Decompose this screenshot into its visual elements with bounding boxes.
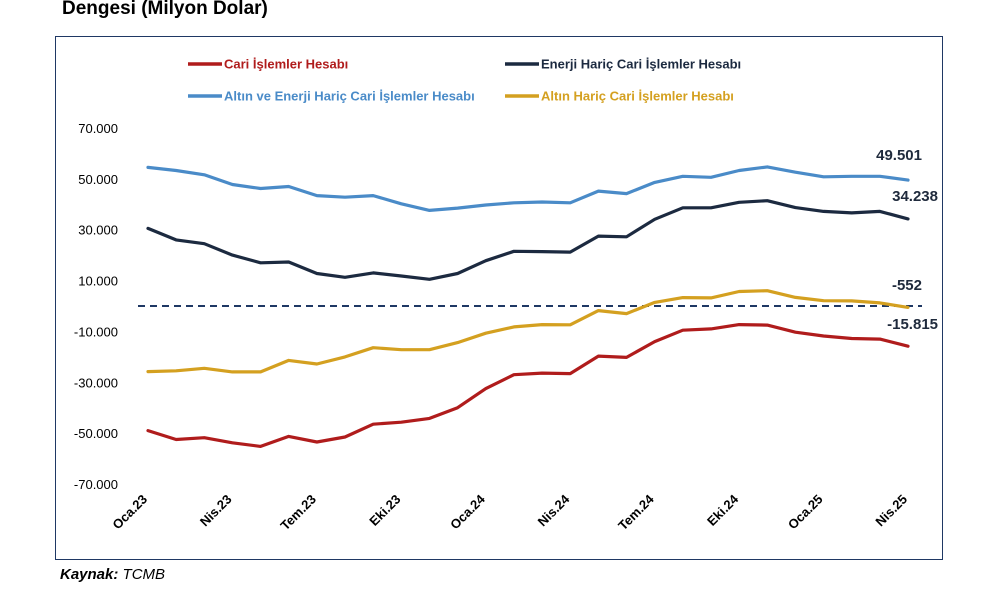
y-tick-label: 50.000 (78, 172, 118, 187)
x-tick-label: Nis.25 (872, 492, 910, 530)
x-tick-label: Oca.24 (447, 491, 488, 532)
y-tick-label: -50.000 (74, 426, 118, 441)
x-tick-label: Nis.24 (535, 491, 573, 529)
y-tick-label: 70.000 (78, 121, 118, 136)
x-tick-label: Tem.24 (615, 491, 657, 533)
end-label: -15.815 (887, 316, 938, 333)
x-tick-label: Tem.23 (277, 492, 319, 534)
legend-entry: Altın Hariç Cari İşlemler Hesabı (541, 89, 734, 104)
y-tick-label: -30.000 (74, 375, 118, 390)
x-tick-label: Oca.25 (785, 492, 826, 533)
y-tick-label: 10.000 (78, 274, 118, 289)
chart-title: Dengesi (Milyon Dolar) (62, 0, 268, 19)
series-line (146, 199, 910, 281)
x-tick-label: Nis.23 (197, 492, 235, 530)
source-label: Kaynak: (60, 566, 119, 583)
series-line (146, 289, 910, 374)
chart-frame (55, 36, 943, 560)
series-line (146, 165, 910, 212)
end-label: 34.238 (892, 188, 938, 205)
source-note: Kaynak: TCMB (60, 566, 165, 583)
y-axis: 70.000 50.000 30.000 10.000 -10.000 -30.000 -5… (74, 121, 118, 492)
source-value: TCMB (122, 566, 166, 583)
y-tick-label: 30.000 (78, 223, 118, 238)
x-axis: Oca.23 Nis.23 Tem.23 Eki.23 Oca.24 Nis.24 Tem.… (109, 491, 910, 533)
end-label: 49.501 (876, 147, 922, 164)
x-tick-label: Oca.23 (109, 492, 150, 533)
x-tick-label: Eki.24 (704, 491, 742, 529)
end-labels: -15.815 34.238 49.501 -552 (876, 147, 938, 333)
legend-entry: Altın ve Enerji Hariç Cari İşlemler Hesa… (224, 89, 475, 104)
end-label: -552 (892, 277, 922, 294)
legend-entry: Enerji Hariç Cari İşlemler Hesabı (541, 57, 741, 72)
legend-entry: Cari İşlemler Hesabı (224, 57, 348, 72)
x-tick-label: Eki.23 (366, 492, 403, 529)
series-line (146, 323, 910, 448)
y-tick-label: -70.000 (74, 477, 118, 492)
series-lines (146, 165, 910, 448)
legend: Cari İşlemler Hesabı Enerji Hariç Cari İş… (188, 57, 741, 104)
y-tick-label: -10.000 (74, 324, 118, 339)
